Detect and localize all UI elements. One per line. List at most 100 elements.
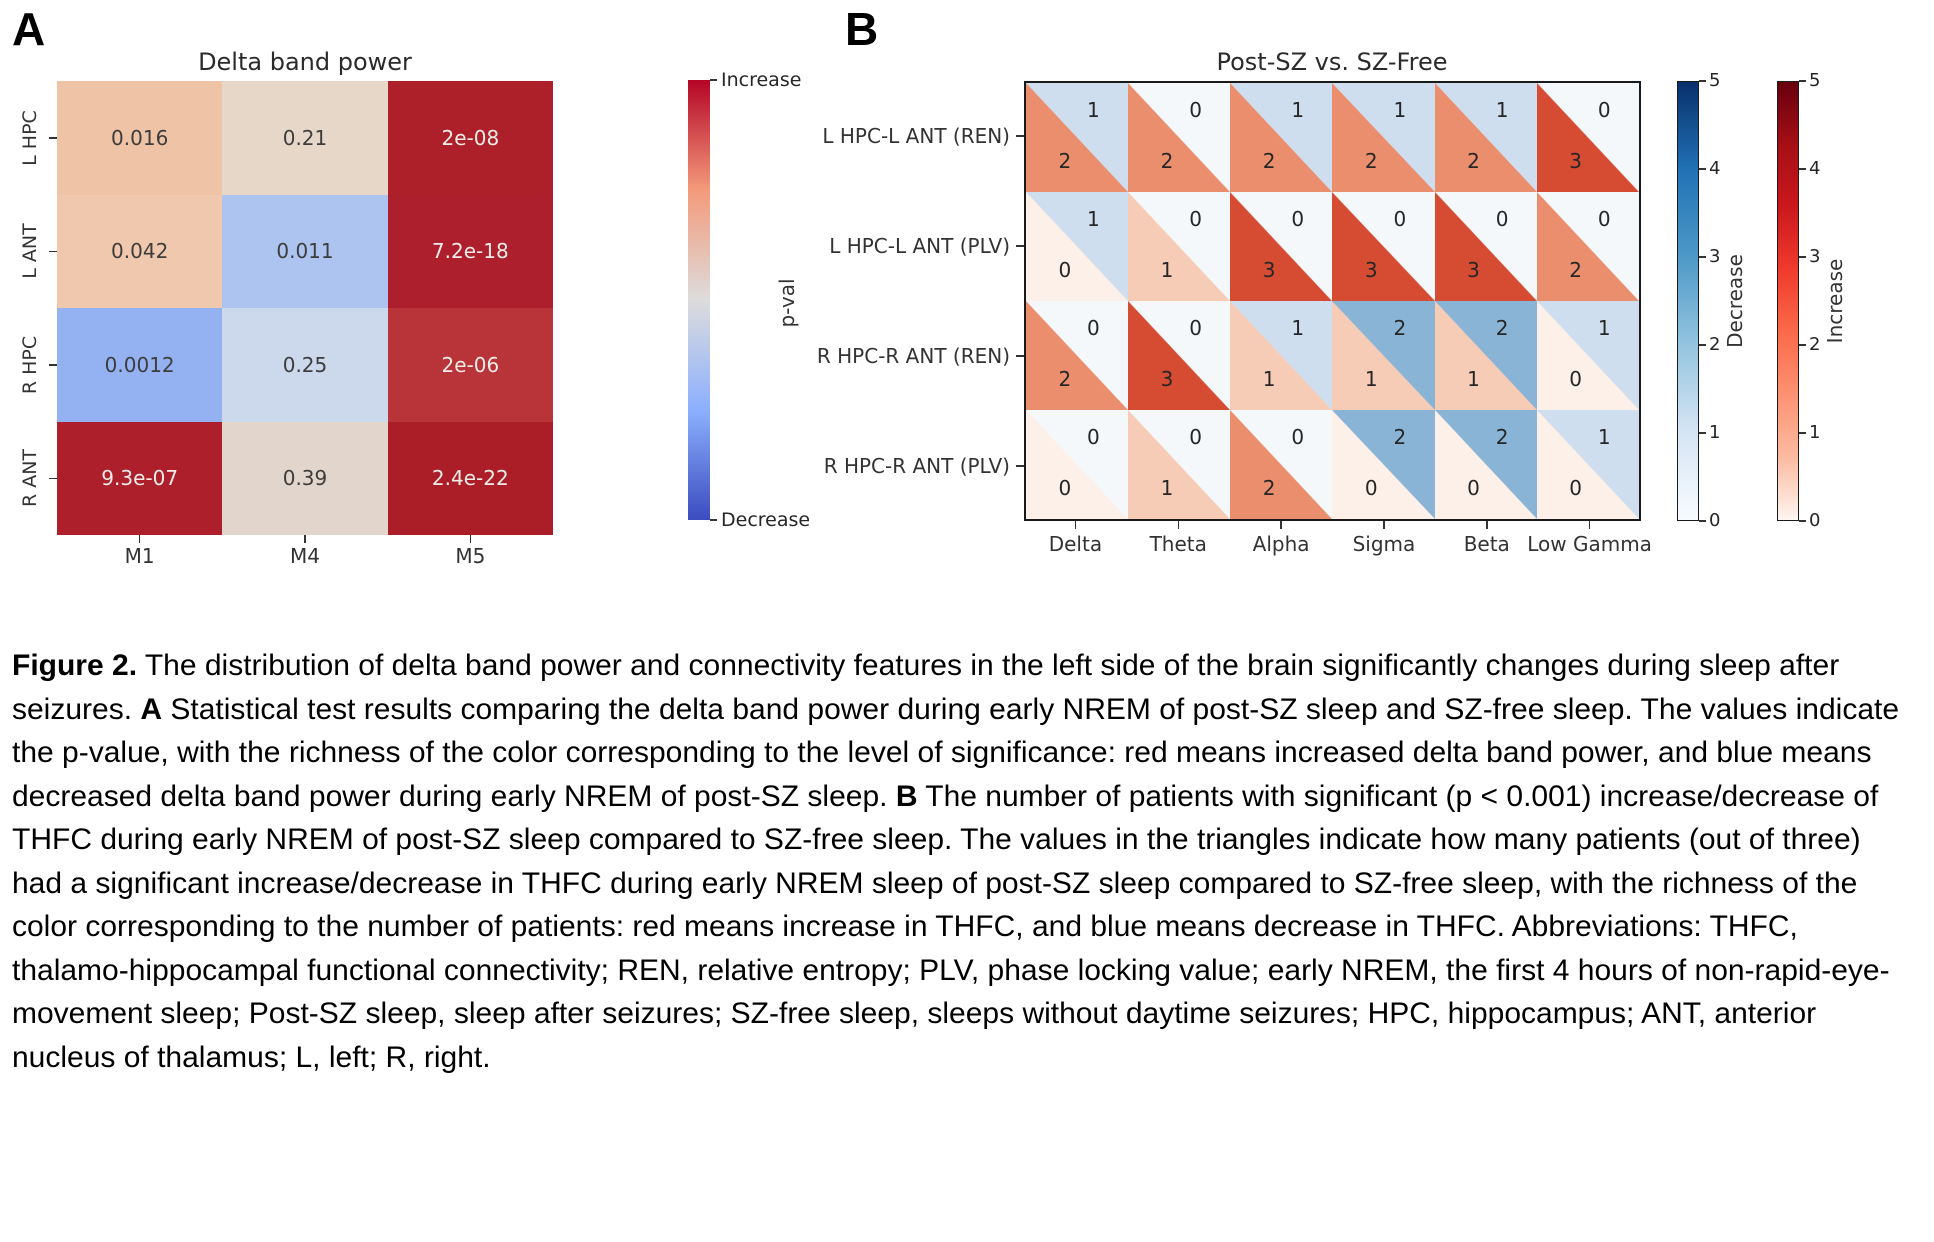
increase-count: 3: [1364, 258, 1378, 283]
panel-b-colorbar-tick: [1799, 256, 1806, 258]
increase-count: 1: [1364, 367, 1378, 392]
panel-b-colorbar-ticklabel: 4: [1709, 158, 1721, 179]
decrease-count: 2: [1393, 425, 1407, 450]
panel-b-colorbar-tick: [1799, 80, 1806, 82]
panel-b-col-label-Beta: Beta: [1463, 532, 1510, 556]
decrease-count: 1: [1087, 207, 1100, 232]
panel-a-col-label-M5: M5: [455, 544, 486, 568]
decrease-count: 0: [1189, 316, 1202, 341]
panel-b-colorbar-decrease: [1677, 81, 1699, 521]
panel-a-xtick: [469, 535, 472, 543]
panel-b-row-label-2: R HPC-R ANT (REN): [816, 344, 1010, 368]
panel-b-colorbar-tick: [1699, 520, 1706, 522]
increase-count: 1: [1262, 367, 1276, 392]
increase-count: 2: [1058, 149, 1072, 174]
increase-count: 2: [1364, 149, 1378, 174]
figure-caption: Figure 2. The distribution of delta band…: [12, 644, 1904, 1079]
increase-count: 3: [1569, 149, 1583, 174]
panel-a-colorbar-tick-bottom: [710, 519, 717, 521]
decrease-count: 1: [1087, 98, 1100, 123]
panel-b-ytick: [1016, 465, 1024, 467]
increase-count: 1: [1467, 367, 1480, 392]
caption-segment-2: A: [140, 692, 163, 726]
panel-b-xtick: [1588, 521, 1591, 529]
heatmap-a-cell-R-HPC-M1: 0.0012: [57, 308, 223, 422]
panel-b-ytick: [1016, 135, 1024, 137]
panel-b-colorbar-ticklabel: 5: [1809, 70, 1821, 91]
panel-b-row-label-1: L HPC-L ANT (PLV): [829, 234, 1010, 258]
heatmap-a-cell-L-HPC-M5: 2e-08: [387, 81, 553, 195]
increase-count: 0: [1467, 476, 1480, 501]
heatmap-a-cell-R-HPC-M5: 2e-06: [387, 308, 553, 422]
panel-b-row-label-3: R HPC-R ANT (PLV): [823, 454, 1010, 478]
heatmap-a-cell-R-ANT-M5: 2.4e-22: [387, 421, 553, 535]
panel-b-col-label-Alpha: Alpha: [1252, 532, 1310, 556]
panel-a-title: Delta band power: [198, 48, 412, 76]
panel-b-xtick: [1383, 521, 1385, 529]
panel-b-colorbar-ticklabel: 3: [1809, 246, 1821, 267]
decrease-count: 2: [1495, 425, 1509, 450]
panel-a-row-label-0: L HPC: [19, 109, 41, 166]
increase-count: 2: [1262, 476, 1276, 501]
panel-b-colorbar-tick: [1699, 432, 1706, 434]
heatmap-a-cell-R-ANT-M1: 9.3e-07: [57, 421, 223, 535]
decrease-count: 1: [1393, 98, 1407, 123]
heatmap-a-cell-R-ANT-M4: 0.39: [222, 421, 388, 535]
increase-count: 1: [1160, 258, 1174, 283]
decrease-count: 2: [1393, 316, 1407, 341]
decrease-count: 0: [1597, 98, 1611, 123]
increase-count: 3: [1160, 367, 1174, 392]
panel-b-colorbar-tick: [1699, 256, 1706, 258]
panel-b-col-label-Sigma: Sigma: [1352, 532, 1416, 556]
decrease-count: 1: [1291, 98, 1305, 123]
decrease-count: 0: [1291, 425, 1305, 450]
decrease-count: 2: [1495, 316, 1509, 341]
caption-segment-1: The distribution of delta band power and…: [12, 649, 1840, 726]
decrease-count: 0: [1189, 98, 1202, 123]
increase-count: 0: [1364, 476, 1378, 501]
panel-b-xtick: [1486, 521, 1488, 529]
panel-b-colorbar-axis-label-decrease: Decrease: [1723, 254, 1747, 348]
caption-segment-4: B: [895, 779, 918, 813]
increase-count: 3: [1262, 258, 1276, 283]
panel-a-col-label-M4: M4: [290, 544, 320, 568]
heatmap-a-cell-L-HPC-M1: 0.016: [57, 81, 223, 195]
heatmap-a-cell-L-ANT-M5: 7.2e-18: [387, 194, 553, 308]
panel-b-colorbar-ticklabel: 0: [1709, 510, 1721, 531]
panel-a-ytick: [49, 137, 57, 139]
panel-a-row-label-2: R HPC: [19, 335, 41, 394]
panel-b-colorbar-axis-label-increase: Increase: [1823, 258, 1847, 344]
heatmap-a-cell-L-ANT-M1: 0.042: [57, 194, 223, 308]
panel-b-xtick: [1074, 521, 1077, 529]
increase-count: 2: [1160, 149, 1174, 174]
caption-segment-5: The number of patients with significant …: [12, 779, 1890, 1074]
caption-segment-3: Statistical test results comparing the d…: [12, 692, 1900, 813]
panel-b-ytick: [1016, 245, 1024, 247]
panel-b-colorbar-ticklabel: 5: [1709, 70, 1721, 91]
panel-b-colorbar-ticklabel: 2: [1709, 334, 1721, 355]
panel-a-row-label-1: L ANT: [19, 223, 41, 279]
panel-a-xtick: [304, 535, 306, 543]
increase-count: 2: [1467, 149, 1480, 174]
increase-count: 0: [1569, 476, 1583, 501]
panel-a-row-label-3: R ANT: [19, 449, 41, 508]
panel-b-ytick: [1016, 355, 1024, 357]
increase-count: 2: [1569, 258, 1583, 283]
decrease-count: 1: [1291, 316, 1305, 341]
increase-count: 0: [1569, 367, 1583, 392]
decrease-count: 1: [1495, 98, 1509, 123]
